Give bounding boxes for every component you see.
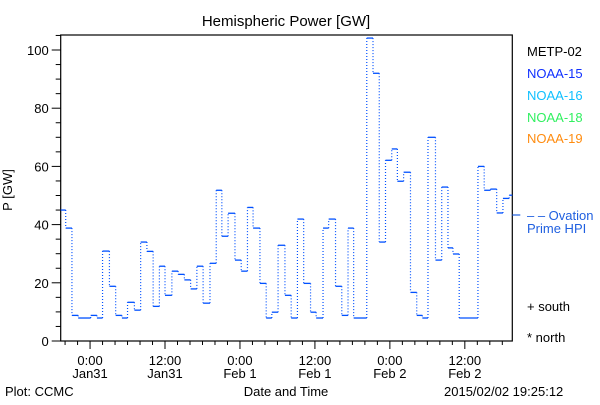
chart-title: Hemispheric Power [GW] bbox=[202, 13, 370, 30]
legend-item-noaa-19: NOAA-19 bbox=[527, 131, 583, 146]
x-axis-label: Date and Time bbox=[244, 384, 329, 399]
legend-north: * north bbox=[527, 330, 565, 345]
legend-item-noaa-16: NOAA-16 bbox=[527, 88, 583, 103]
y-tick-label: 60 bbox=[34, 159, 48, 174]
x-tick-date-label: Feb 2 bbox=[448, 366, 481, 381]
y-tick-label: 20 bbox=[34, 276, 48, 291]
timestamp: 2015/02/02 19:25:12 bbox=[444, 384, 563, 399]
legend-item-metp-02: METP-02 bbox=[527, 44, 582, 59]
x-tick-time-label: 0:00 bbox=[227, 353, 252, 368]
x-tick-date-label: Jan31 bbox=[147, 366, 182, 381]
plot-frame bbox=[60, 34, 513, 342]
x-tick-date-label: Jan31 bbox=[72, 366, 107, 381]
x-tick-time-label: 0:00 bbox=[377, 353, 402, 368]
y-tick-label: 100 bbox=[27, 43, 49, 58]
legend: METP-02 NOAA-15 NOAA-16 NOAA-18 NOAA-19 … bbox=[527, 44, 594, 345]
plot-credit: Plot: CCMC bbox=[5, 384, 74, 399]
x-tick-time-label: 12:00 bbox=[449, 353, 482, 368]
y-tick-label: 40 bbox=[34, 218, 48, 233]
x-tick-time-label: 12:00 bbox=[299, 353, 332, 368]
data-series bbox=[60, 37, 521, 319]
y-axis-label: P [GW] bbox=[0, 169, 15, 211]
legend-item-noaa-15: NOAA-15 bbox=[527, 66, 583, 81]
legend-item-noaa-18: NOAA-18 bbox=[527, 110, 583, 125]
x-tick-date-label: Feb 2 bbox=[373, 366, 406, 381]
legend-ovation-line1: – – Ovation bbox=[527, 208, 594, 223]
legend-ovation-line2: Prime HPI bbox=[527, 221, 586, 236]
x-tick-time-label: 0:00 bbox=[77, 353, 102, 368]
x-tick-date-label: Feb 1 bbox=[223, 366, 256, 381]
y-tick-label: 0 bbox=[41, 334, 48, 349]
x-tick-date-label: Feb 1 bbox=[298, 366, 331, 381]
legend-south: + south bbox=[527, 299, 570, 314]
x-tick-time-label: 12:00 bbox=[149, 353, 182, 368]
y-tick-label: 80 bbox=[34, 101, 48, 116]
